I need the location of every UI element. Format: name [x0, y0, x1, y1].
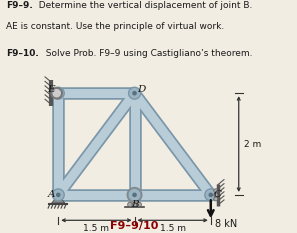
Text: AE is constant. Use the principle of virtual work.: AE is constant. Use the principle of vir…: [6, 22, 224, 31]
Circle shape: [130, 89, 139, 98]
Circle shape: [214, 189, 218, 193]
Circle shape: [130, 190, 139, 199]
Circle shape: [133, 193, 136, 196]
Text: E: E: [47, 85, 54, 94]
Circle shape: [57, 193, 60, 196]
Circle shape: [133, 92, 136, 95]
Circle shape: [137, 202, 141, 207]
Circle shape: [209, 193, 212, 196]
Circle shape: [129, 87, 140, 99]
Circle shape: [214, 197, 218, 201]
Text: B: B: [131, 199, 138, 209]
Circle shape: [52, 189, 64, 201]
Text: 2 m: 2 m: [244, 140, 261, 148]
Circle shape: [129, 189, 140, 201]
Circle shape: [53, 90, 60, 97]
Text: Solve Prob. F9–9 using Castigliano’s theorem.: Solve Prob. F9–9 using Castigliano’s the…: [40, 49, 252, 58]
Circle shape: [132, 202, 137, 207]
Polygon shape: [52, 195, 65, 203]
Circle shape: [52, 87, 64, 99]
Circle shape: [51, 88, 62, 99]
Text: D: D: [138, 85, 146, 94]
Text: C: C: [214, 190, 222, 199]
Text: F9–9.: F9–9.: [6, 1, 33, 10]
Circle shape: [54, 190, 63, 199]
Text: 8 kN: 8 kN: [215, 219, 237, 229]
Circle shape: [206, 190, 215, 199]
Circle shape: [129, 190, 140, 200]
Circle shape: [205, 189, 217, 201]
Text: 1.5 m: 1.5 m: [83, 224, 109, 233]
Circle shape: [127, 188, 142, 202]
Text: Determine the vertical displacement of joint B.: Determine the vertical displacement of j…: [33, 1, 252, 10]
Text: A: A: [48, 190, 55, 199]
Text: F9–10.: F9–10.: [6, 49, 39, 58]
Circle shape: [54, 89, 63, 98]
Circle shape: [128, 202, 132, 207]
Circle shape: [57, 92, 60, 95]
Text: F9–9/10: F9–9/10: [110, 222, 159, 231]
Circle shape: [214, 193, 218, 197]
Text: 1.5 m: 1.5 m: [160, 224, 186, 233]
